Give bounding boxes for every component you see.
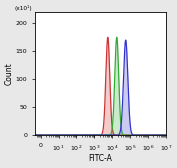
Text: (x10¹): (x10¹) (15, 5, 32, 11)
Y-axis label: Count: Count (5, 62, 14, 85)
X-axis label: FITC-A: FITC-A (89, 154, 113, 163)
